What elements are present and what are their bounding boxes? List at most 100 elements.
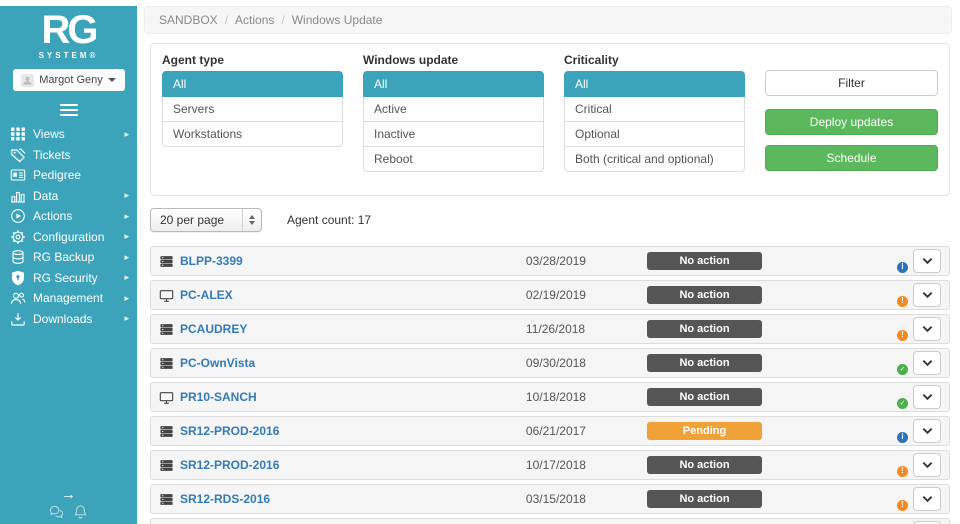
row-actions: ✓ [887, 385, 941, 409]
row-expand-button[interactable] [913, 351, 941, 375]
chat-icon[interactable] [49, 504, 64, 524]
agent-name-link[interactable]: PC-ALEX [180, 288, 233, 302]
row-expand-button[interactable] [913, 317, 941, 341]
bell-icon[interactable] [73, 504, 88, 524]
sidebar-item-pedigree[interactable]: Pedigree ▸ [0, 165, 137, 186]
caret-down-icon [107, 78, 116, 82]
row-actions: ! [887, 317, 941, 341]
filter-group-windows-update: Windows update All Active Inactive Reboo… [363, 53, 544, 181]
windows-update-icon[interactable]: ! [887, 490, 908, 511]
agent-count: Agent count: 17 [287, 213, 372, 227]
workstation-icon [159, 288, 174, 303]
schedule-button[interactable]: Schedule [765, 145, 938, 171]
table-row: SR12-RDS-2016 03/15/2018 No action ! [150, 484, 950, 514]
filter-option-all[interactable]: All [162, 71, 343, 97]
row-expand-button[interactable] [913, 385, 941, 409]
submenu-arrow-icon: ▸ [124, 292, 129, 303]
filter-option-all[interactable]: All [564, 71, 745, 97]
chevron-down-icon [922, 428, 932, 435]
sidebar-item-views[interactable]: Views ▸ [0, 124, 137, 145]
windows-update-icon[interactable]: ! [887, 456, 908, 477]
row-expand-button[interactable] [913, 419, 941, 443]
filter-group-agent-type: Agent type All Servers Workstations [162, 53, 343, 181]
submenu-arrow-icon: ▸ [124, 128, 129, 139]
filter-option-both-critical-and-optional-[interactable]: Both (critical and optional) [564, 147, 745, 172]
server-icon [159, 424, 174, 439]
sidebar-item-actions[interactable]: Actions ▸ [0, 206, 137, 227]
update-status-badge-icon: i [897, 431, 908, 443]
agent-name-link[interactable]: BLPP-3399 [180, 254, 243, 268]
sidebar-item-tickets[interactable]: Tickets ▸ [0, 145, 137, 166]
table-row: PCAUDREY 11/26/2018 No action ! [150, 314, 950, 344]
logo-text: RG [41, 8, 99, 52]
server-icon [159, 458, 174, 473]
sidebar-item-label: RG Security [33, 270, 98, 285]
tags-icon [10, 147, 26, 163]
filter-button[interactable]: Filter [765, 70, 938, 96]
filter-option-servers[interactable]: Servers [162, 97, 343, 122]
user-menu-button[interactable]: Margot Geny [12, 69, 125, 91]
row-expand-button[interactable] [913, 453, 941, 477]
breadcrumb-sandbox[interactable]: SANDBOX [159, 13, 218, 27]
play-icon [10, 208, 26, 224]
windows-update-icon[interactable]: i [887, 422, 908, 443]
filter-option-optional[interactable]: Optional [564, 122, 745, 147]
update-status-badge-icon: ! [897, 329, 908, 341]
sidebar-item-management[interactable]: Management ▸ [0, 288, 137, 309]
submenu-arrow-icon: ▸ [124, 251, 129, 262]
sidebar-menu: Views ▸ Tickets ▸ Pedigree ▸ Data ▸ Acti… [0, 124, 137, 329]
windows-update-icon[interactable]: ! [887, 286, 908, 307]
agent-name-cell: SR12-RDS-2016 [159, 492, 526, 507]
status-badge: No action [647, 286, 762, 304]
agent-name-cell: PCAUDREY [159, 322, 526, 337]
windows-update-icon[interactable]: ✓ [887, 388, 908, 409]
criticality-label: Criticality [564, 53, 619, 67]
deploy-updates-button[interactable]: Deploy updates [765, 109, 938, 135]
sidebar-expand-arrow[interactable]: → [61, 486, 76, 503]
row-expand-button[interactable] [913, 249, 941, 273]
filter-option-inactive[interactable]: Inactive [363, 122, 544, 147]
update-status-badge-icon: i [897, 261, 908, 273]
agent-name-link[interactable]: PC-OwnVista [180, 356, 256, 370]
per-page-select[interactable]: 20 per page [150, 208, 262, 232]
chevron-down-icon [922, 258, 932, 265]
agent-status-cell: No action [647, 320, 887, 338]
windows-update-icon[interactable]: ! [887, 320, 908, 341]
agent-date: 06/21/2017 [525, 424, 586, 438]
sidebar-item-rg-backup[interactable]: RG Backup ▸ [0, 247, 137, 268]
agent-date: 10/17/2018 [525, 458, 586, 472]
sidebar-item-rg-security[interactable]: RG Security ▸ [0, 268, 137, 289]
sidebar-item-configuration[interactable]: Configuration ▸ [0, 227, 137, 248]
server-icon [159, 492, 174, 507]
breadcrumb-windows-update: Windows Update [291, 13, 383, 27]
windows-update-icon[interactable]: ✓ [887, 354, 908, 375]
update-status-badge-icon: ! [897, 499, 908, 511]
agent-name-link[interactable]: PCAUDREY [180, 322, 248, 336]
filter-option-active[interactable]: Active [363, 97, 544, 122]
filter-option-workstations[interactable]: Workstations [162, 122, 343, 147]
filter-option-all[interactable]: All [363, 71, 544, 97]
row-expand-button[interactable] [913, 487, 941, 511]
agent-name-link[interactable]: PR10-SANCH [180, 390, 257, 404]
filter-option-reboot[interactable]: Reboot [363, 147, 544, 172]
agent-name-link[interactable]: SR12-PROD-2016 [180, 458, 280, 472]
windows-update-icon[interactable]: i [887, 252, 908, 273]
sidebar-item-downloads[interactable]: Downloads ▸ [0, 309, 137, 330]
agent-name-cell: PR10-SANCH [159, 390, 526, 405]
agent-status-cell: No action [647, 456, 887, 474]
row-expand-button[interactable] [913, 521, 941, 524]
agent-name-link[interactable]: SR12-RDS-2016 [180, 492, 271, 506]
filter-option-critical[interactable]: Critical [564, 97, 745, 122]
submenu-arrow-icon: ▸ [124, 313, 129, 324]
table-row: PR10-SANCH 10/18/2018 No action ✓ [150, 382, 950, 412]
sidebar-item-label: Views [33, 127, 65, 142]
agent-name-link[interactable]: SR12-PROD-2016 [180, 424, 280, 438]
users-icon [10, 290, 26, 306]
agent-date: 02/19/2019 [525, 288, 586, 302]
row-expand-button[interactable] [913, 283, 941, 307]
sidebar-item-data[interactable]: Data ▸ [0, 186, 137, 207]
breadcrumb-actions[interactable]: Actions [235, 13, 275, 27]
row-actions: ! [887, 487, 941, 511]
hamburger-menu-icon[interactable] [59, 104, 78, 116]
row-actions: ! [887, 283, 941, 307]
